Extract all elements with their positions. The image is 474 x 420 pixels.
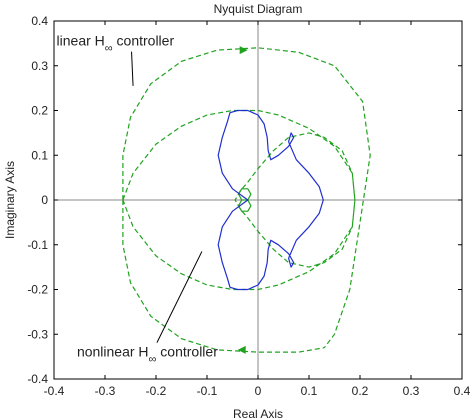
zero-axes	[54, 21, 462, 379]
series-line	[122, 200, 325, 353]
annotation-leader-line	[156, 251, 203, 343]
series-line	[122, 47, 371, 349]
annotation-text: linear H∞ controller	[57, 33, 175, 55]
direction-arrow	[239, 46, 248, 55]
x-axis-label: Real Axis	[233, 407, 283, 420]
y-tick-label: 0.1	[31, 148, 48, 162]
series-line	[217, 109, 324, 291]
y-tick-label: 0.2	[31, 104, 48, 118]
x-tick-label: 0	[255, 384, 262, 398]
x-tick-label: 0.2	[352, 384, 369, 398]
x-tick-label: 0.1	[301, 384, 318, 398]
arrow-layer	[237, 46, 248, 354]
x-tick-label: 0.3	[403, 384, 420, 398]
ticks: -0.4 -0.3 -0.2 -0.1 0 0.1 0.2 0.3 0.4 -0.4 -0.3 -0.…	[27, 14, 470, 398]
chart-title: Nyquist Diagram	[214, 2, 303, 16]
y-axis-label: Imaginary Axis	[3, 161, 17, 239]
annotation-layer: linear H∞ controller nonlinear H∞ control…	[57, 33, 219, 366]
y-tick-label: 0.4	[31, 14, 48, 28]
y-tick-label: -0.3	[27, 327, 48, 341]
x-tick-label: -0.1	[197, 384, 218, 398]
y-tick-label: -0.1	[27, 238, 48, 252]
direction-arrow	[237, 345, 246, 354]
series-layer	[122, 47, 371, 353]
annotation-text: nonlinear H∞ controller	[77, 344, 218, 366]
annotation-leader-line	[131, 51, 134, 86]
x-tick-label: -0.4	[44, 384, 65, 398]
y-tick-label: -0.4	[27, 372, 48, 386]
y-tick-label: -0.2	[27, 283, 48, 297]
y-tick-label: 0	[41, 193, 48, 207]
y-tick-label: 0.3	[31, 59, 48, 73]
x-tick-label: -0.2	[146, 384, 167, 398]
x-tick-label: 0.4	[454, 384, 471, 398]
x-tick-label: -0.3	[95, 384, 116, 398]
series-line	[122, 109, 356, 291]
